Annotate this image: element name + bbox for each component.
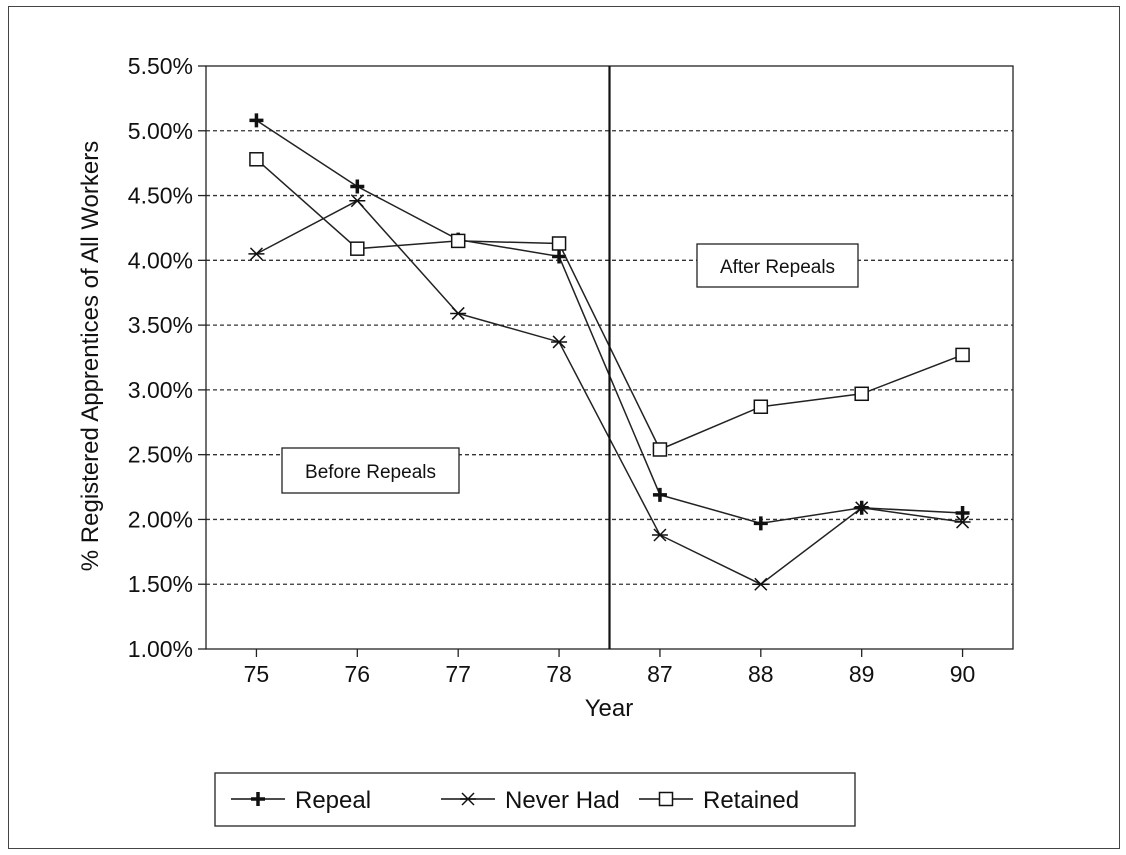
data-point-repeal bbox=[350, 179, 365, 194]
y-tick-label: 5.50% bbox=[128, 53, 193, 79]
y-tick-label: 1.50% bbox=[128, 571, 193, 597]
data-point-never-had bbox=[248, 247, 265, 261]
y-tick-label: 1.00% bbox=[128, 636, 193, 662]
data-point-never-had bbox=[651, 528, 668, 542]
data-point-repeal bbox=[552, 249, 567, 264]
data-point-retained bbox=[249, 152, 264, 167]
after-repeals-box: After Repeals bbox=[696, 243, 859, 288]
data-point-retained bbox=[854, 386, 869, 402]
legend-item-never-had: Never Had bbox=[441, 787, 620, 814]
legend: Repeal Never Had Retained bbox=[214, 772, 856, 827]
chart-frame: 1.00% 1.50% 2.00% 2.50% 3.00% 3.50% 4.00% 4.50%… bbox=[8, 6, 1120, 849]
line-chart: 1.00% 1.50% 2.00% 2.50% 3.00% 3.50% 4.00% 4.50%… bbox=[77, 53, 1014, 827]
y-tick-label: 4.50% bbox=[128, 183, 193, 209]
y-tick-label: 3.00% bbox=[128, 377, 193, 403]
y-axis-label: % Registered Apprentices of All Workers bbox=[77, 141, 104, 571]
y-tick-label: 2.00% bbox=[128, 506, 193, 532]
x-tick-label: 90 bbox=[950, 661, 976, 687]
data-point-retained bbox=[450, 233, 466, 249]
y-tick-label: 5.00% bbox=[128, 118, 193, 144]
legend-item-retained: Retained bbox=[639, 787, 799, 814]
y-tick-label: 2.50% bbox=[128, 442, 193, 468]
after-repeals-label: After Repeals bbox=[720, 257, 835, 278]
series-retained bbox=[249, 152, 970, 457]
legend-marker-repeal bbox=[251, 792, 265, 806]
data-point-never-had bbox=[551, 335, 568, 349]
y-tick-label: 4.00% bbox=[128, 247, 193, 273]
data-point-never-had bbox=[752, 577, 769, 591]
data-point-never-had bbox=[450, 306, 467, 320]
x-axis-ticks: 75 76 77 78 87 88 89 90 bbox=[244, 649, 976, 687]
data-point-repeal bbox=[249, 113, 264, 128]
legend-marker-never-had bbox=[460, 792, 476, 806]
data-point-never-had bbox=[853, 501, 870, 515]
legend-label-repeal: Repeal bbox=[295, 787, 371, 814]
x-tick-label: 75 bbox=[244, 661, 270, 687]
legend-marker-retained bbox=[658, 791, 674, 807]
data-point-retained bbox=[551, 236, 567, 251]
data-point-retained bbox=[652, 442, 668, 457]
before-repeals-box: Before Repeals bbox=[281, 447, 460, 494]
data-point-repeal bbox=[652, 487, 667, 502]
data-point-retained bbox=[350, 241, 365, 256]
before-repeals-label: Before Repeals bbox=[305, 462, 436, 483]
y-tick-label: 3.50% bbox=[128, 312, 193, 338]
legend-label-retained: Retained bbox=[703, 787, 799, 814]
x-tick-label: 77 bbox=[445, 661, 471, 687]
data-point-never-had bbox=[954, 515, 971, 529]
legend-label-never-had: Never Had bbox=[505, 787, 620, 814]
y-axis-ticks: 1.00% 1.50% 2.00% 2.50% 3.00% 3.50% 4.00% 4.50%… bbox=[128, 53, 206, 662]
x-tick-label: 87 bbox=[647, 661, 673, 687]
legend-item-repeal: Repeal bbox=[231, 787, 371, 814]
data-point-retained bbox=[753, 399, 769, 414]
x-tick-label: 78 bbox=[546, 661, 572, 687]
x-tick-label: 88 bbox=[748, 661, 774, 687]
x-tick-label: 76 bbox=[345, 661, 371, 687]
x-axis-label: Year bbox=[585, 695, 634, 722]
gridlines bbox=[206, 130, 1013, 585]
data-point-retained bbox=[955, 347, 970, 363]
x-tick-label: 89 bbox=[849, 661, 875, 687]
data-point-repeal bbox=[753, 516, 768, 531]
data-point-repeal bbox=[955, 505, 970, 520]
data-point-never-had bbox=[349, 194, 366, 208]
